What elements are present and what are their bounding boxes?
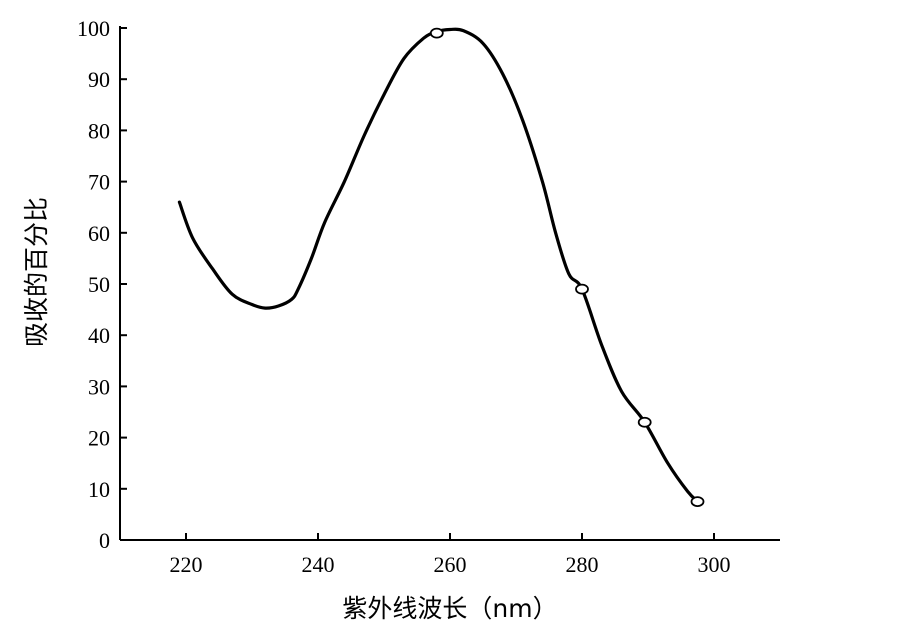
x-tick-label: 300	[698, 552, 731, 577]
data-point-marker	[575, 283, 589, 295]
y-tick-label: 0	[99, 528, 110, 553]
y-tick-label: 20	[88, 426, 110, 451]
y-tick-label: 100	[77, 16, 110, 41]
y-tick-label: 30	[88, 374, 110, 399]
data-point-marker	[429, 27, 444, 39]
x-tick-label: 220	[170, 552, 203, 577]
y-tick-label: 40	[88, 323, 110, 348]
absorption-curve	[177, 27, 700, 504]
y-tick-label: 10	[88, 477, 110, 502]
y-tick-label: 90	[88, 67, 110, 92]
y-axis-title: 吸收的百分比	[22, 197, 51, 347]
x-axis-title: 紫外线波长（nm）	[342, 594, 557, 623]
y-tick-label: 60	[88, 221, 110, 246]
y-tick-label: 50	[88, 272, 110, 297]
y-tick-label: 70	[88, 170, 110, 195]
data-point-marker	[637, 416, 652, 428]
x-tick-label: 260	[434, 552, 467, 577]
y-tick-label: 80	[88, 118, 110, 143]
x-tick-label: 280	[566, 552, 599, 577]
x-axis: 220 240 260 280 300	[120, 533, 780, 577]
y-axis: 0 10 20 30 40 50 60 70 80 90 100	[77, 16, 127, 553]
x-tick-label: 240	[302, 552, 335, 577]
data-point-marker	[690, 496, 705, 508]
